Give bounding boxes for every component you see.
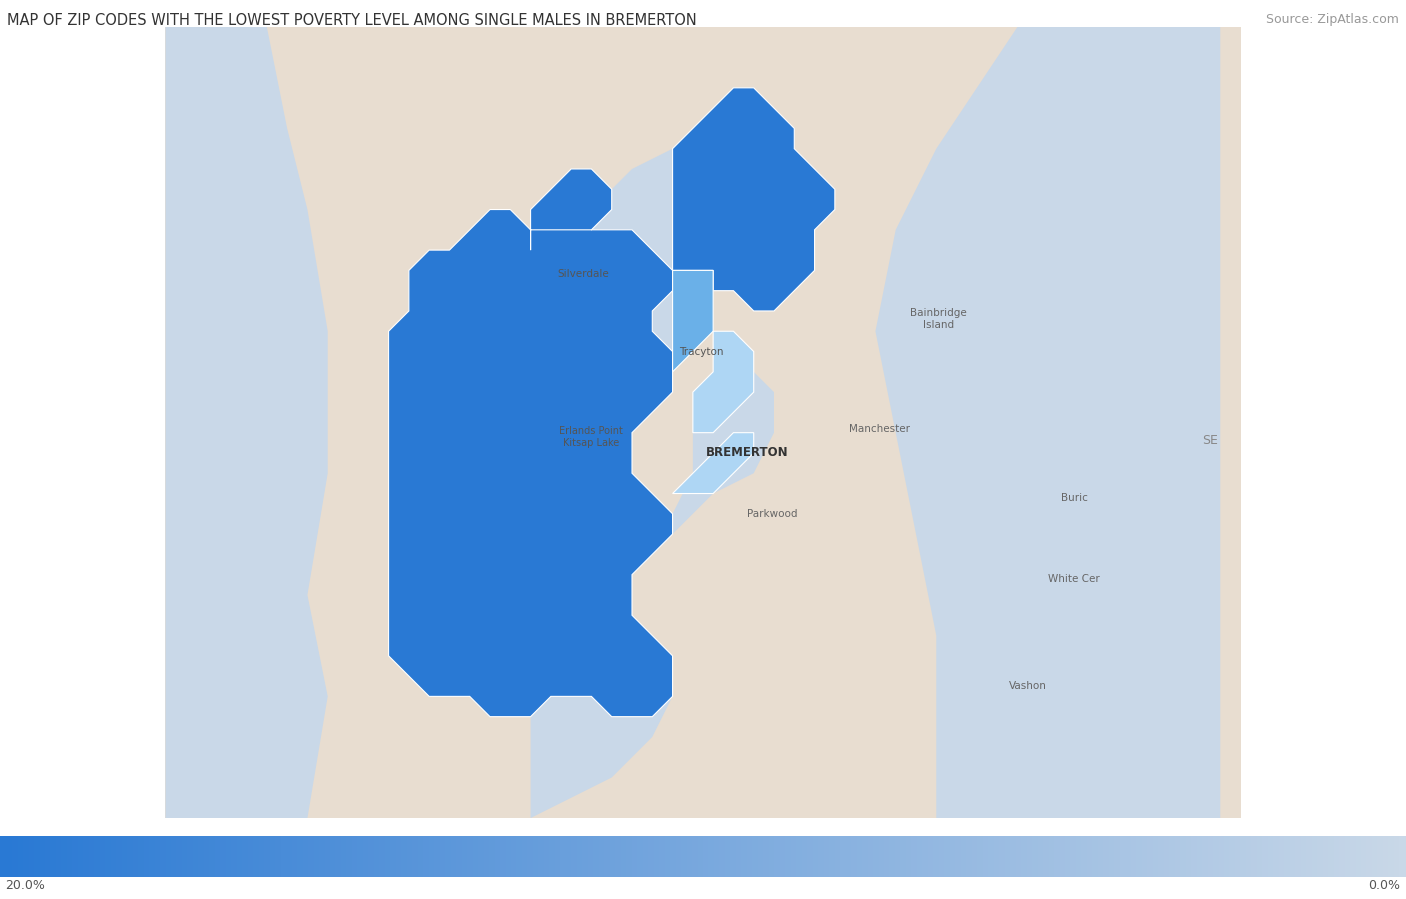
Polygon shape	[672, 88, 835, 311]
Text: White Cer: White Cer	[1049, 574, 1099, 583]
Polygon shape	[510, 148, 713, 413]
Text: Vashon: Vashon	[1008, 681, 1046, 691]
Text: Parkwood: Parkwood	[747, 509, 797, 519]
Text: Tracyton: Tracyton	[679, 346, 723, 357]
Polygon shape	[530, 636, 672, 818]
Text: 20.0%: 20.0%	[6, 879, 45, 892]
Polygon shape	[388, 209, 672, 717]
Text: Buric: Buric	[1060, 493, 1088, 503]
Polygon shape	[530, 169, 612, 250]
Text: Source: ZipAtlas.com: Source: ZipAtlas.com	[1265, 13, 1399, 26]
Polygon shape	[672, 271, 713, 372]
Text: 0.0%: 0.0%	[1368, 879, 1400, 892]
Text: Erlands Point
Kitsap Lake: Erlands Point Kitsap Lake	[560, 426, 623, 448]
Text: SE: SE	[1202, 434, 1218, 448]
Text: MAP OF ZIP CODES WITH THE LOWEST POVERTY LEVEL AMONG SINGLE MALES IN BREMERTON: MAP OF ZIP CODES WITH THE LOWEST POVERTY…	[7, 13, 697, 29]
Text: Bainbridge
Island: Bainbridge Island	[910, 308, 967, 330]
Polygon shape	[166, 27, 328, 818]
Text: Manchester: Manchester	[849, 423, 910, 433]
Text: Silverdale: Silverdale	[557, 270, 609, 280]
Polygon shape	[693, 331, 754, 432]
Text: BREMERTON: BREMERTON	[706, 447, 789, 459]
Polygon shape	[672, 352, 773, 534]
Polygon shape	[672, 432, 754, 494]
Polygon shape	[876, 27, 1220, 818]
